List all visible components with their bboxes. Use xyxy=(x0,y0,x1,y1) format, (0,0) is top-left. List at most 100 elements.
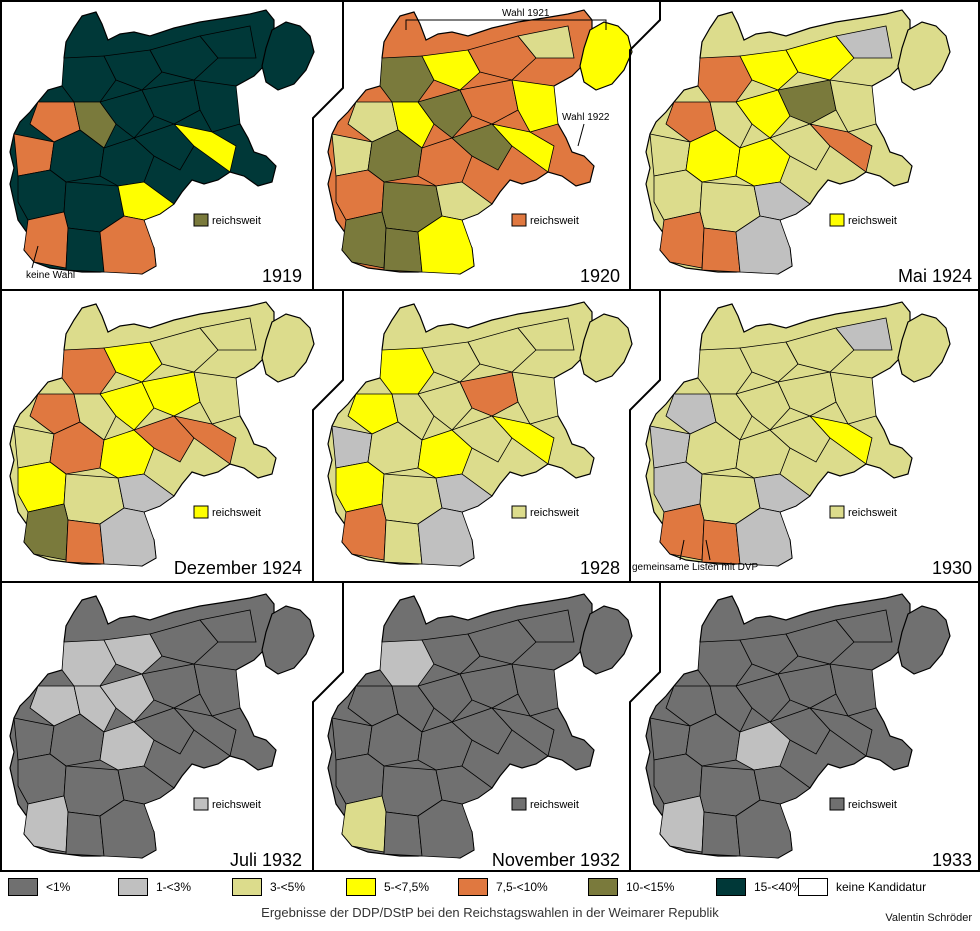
constituency-region xyxy=(785,35,855,81)
reichsweit-label: reichsweit xyxy=(848,799,897,811)
constituency-region xyxy=(735,799,793,859)
constituency-region xyxy=(467,327,537,373)
constituency-region xyxy=(735,215,793,275)
constituency-region xyxy=(417,215,475,275)
constituency-region xyxy=(701,519,741,565)
east-prussia-region xyxy=(579,313,633,383)
constituency-region xyxy=(467,619,537,665)
constituency-region xyxy=(769,123,831,171)
panel-year-label: Juli 1932 xyxy=(230,850,302,870)
legend-swatch xyxy=(588,878,618,896)
legend-label: 5-<7,5% xyxy=(384,880,430,894)
panels-layer: reichsweit keine Wahl 1919 reichsweit Wahl 1… xyxy=(9,8,972,870)
constituency-region xyxy=(141,663,201,709)
legend-swatch xyxy=(346,878,376,896)
constituency-region xyxy=(391,393,435,441)
panel-frames xyxy=(0,0,980,872)
constituency-region xyxy=(149,619,219,665)
constituency-region xyxy=(517,25,575,59)
map-panel-9: reichsweit xyxy=(645,593,951,859)
constituency-region xyxy=(172,415,237,465)
constituency-region xyxy=(199,317,257,351)
constituency-region xyxy=(133,415,195,463)
panel-year-label: Dezember 1924 xyxy=(174,558,302,578)
constituency-region xyxy=(391,101,435,149)
panel-year-label: 1919 xyxy=(262,266,302,286)
constituency-region xyxy=(709,101,753,149)
panel-year-label: 1920 xyxy=(580,266,620,286)
constituency-region xyxy=(141,371,201,417)
constituency-region xyxy=(653,461,703,513)
reichsweit-label: reichsweit xyxy=(530,799,579,811)
legend-label: 1-<3% xyxy=(156,880,192,894)
constituency-region xyxy=(383,227,423,273)
constituency-region xyxy=(421,633,481,675)
constituency-region xyxy=(341,795,387,853)
reichsweit-label: reichsweit xyxy=(212,507,261,519)
constituency-region xyxy=(73,101,117,149)
note-election-1922: Wahl 1922 xyxy=(562,112,610,123)
constituency-region xyxy=(777,663,837,709)
constituency-region xyxy=(835,317,893,351)
legend-swatch xyxy=(118,878,148,896)
constituency-region xyxy=(735,673,791,723)
constituency-region xyxy=(459,663,519,709)
constituency-region xyxy=(701,227,741,273)
legend-swatch xyxy=(458,878,488,896)
panel-year-label: 1928 xyxy=(580,558,620,578)
constituency-region xyxy=(451,415,513,463)
constituency-region xyxy=(149,327,219,373)
reichsweit-swatch xyxy=(193,797,209,811)
constituency-region xyxy=(511,371,559,425)
constituency-region xyxy=(490,707,555,757)
constituency-region xyxy=(653,753,703,805)
reichsweit-swatch xyxy=(829,213,845,227)
constituency-region xyxy=(735,507,793,567)
note-no-election: keine Wahl xyxy=(26,270,75,281)
east-prussia-region xyxy=(261,21,315,91)
reichsweit-label: reichsweit xyxy=(212,799,261,811)
constituency-region xyxy=(517,609,575,643)
constituency-region xyxy=(808,123,873,173)
panel-year-label: 1930 xyxy=(932,558,972,578)
constituency-region xyxy=(829,371,877,425)
constituency-region xyxy=(383,519,423,565)
constituency-region xyxy=(65,811,105,857)
constituency-region xyxy=(490,123,555,173)
constituency-region xyxy=(417,381,473,431)
legend-swatch xyxy=(232,878,262,896)
constituency-region xyxy=(17,753,67,805)
constituency-region xyxy=(709,685,753,733)
figure-caption: Ergebnisse der DDP/DStP bei den Reichsta… xyxy=(261,905,719,920)
legend-label: 10-<15% xyxy=(626,880,675,894)
constituency-region xyxy=(341,211,387,269)
constituency-region xyxy=(99,673,155,723)
constituency-region xyxy=(335,461,385,513)
reichsweit-swatch xyxy=(511,505,527,519)
constituency-region xyxy=(451,707,513,755)
reichsweit-label: reichsweit xyxy=(530,507,579,519)
east-prussia-region xyxy=(897,313,951,383)
constituency-region xyxy=(701,811,741,857)
constituency-region xyxy=(735,381,791,431)
constituency-region xyxy=(421,341,481,383)
constituency-region xyxy=(199,25,257,59)
constituency-region xyxy=(17,461,67,513)
constituency-region xyxy=(133,707,195,755)
east-prussia-region xyxy=(579,605,633,675)
east-prussia-region xyxy=(897,21,951,91)
constituency-region xyxy=(103,49,163,91)
constituency-region xyxy=(777,79,837,125)
legend-label: <1% xyxy=(46,880,71,894)
legend-label: 15-<40% xyxy=(754,880,803,894)
legend: <1% 1-<3% 3-<5% 5-<7,5% 7,5-<10% 10-<15% 15-<4… xyxy=(0,874,980,898)
constituency-region xyxy=(835,25,893,59)
constituency-region xyxy=(141,79,201,125)
constituency-region xyxy=(383,811,423,857)
constituency-region xyxy=(459,371,519,417)
constituency-region xyxy=(451,123,513,171)
constituency-region xyxy=(735,89,791,139)
constituency-region xyxy=(103,341,163,383)
constituency-region xyxy=(835,609,893,643)
constituency-region xyxy=(785,619,855,665)
